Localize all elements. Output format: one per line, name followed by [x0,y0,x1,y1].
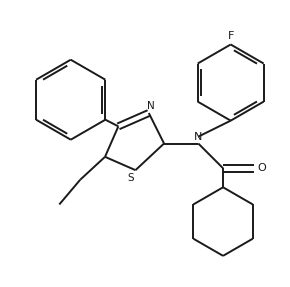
Text: F: F [227,31,234,41]
Text: S: S [128,173,134,183]
Text: N: N [194,132,202,142]
Text: O: O [258,163,266,173]
Text: N: N [147,101,155,111]
